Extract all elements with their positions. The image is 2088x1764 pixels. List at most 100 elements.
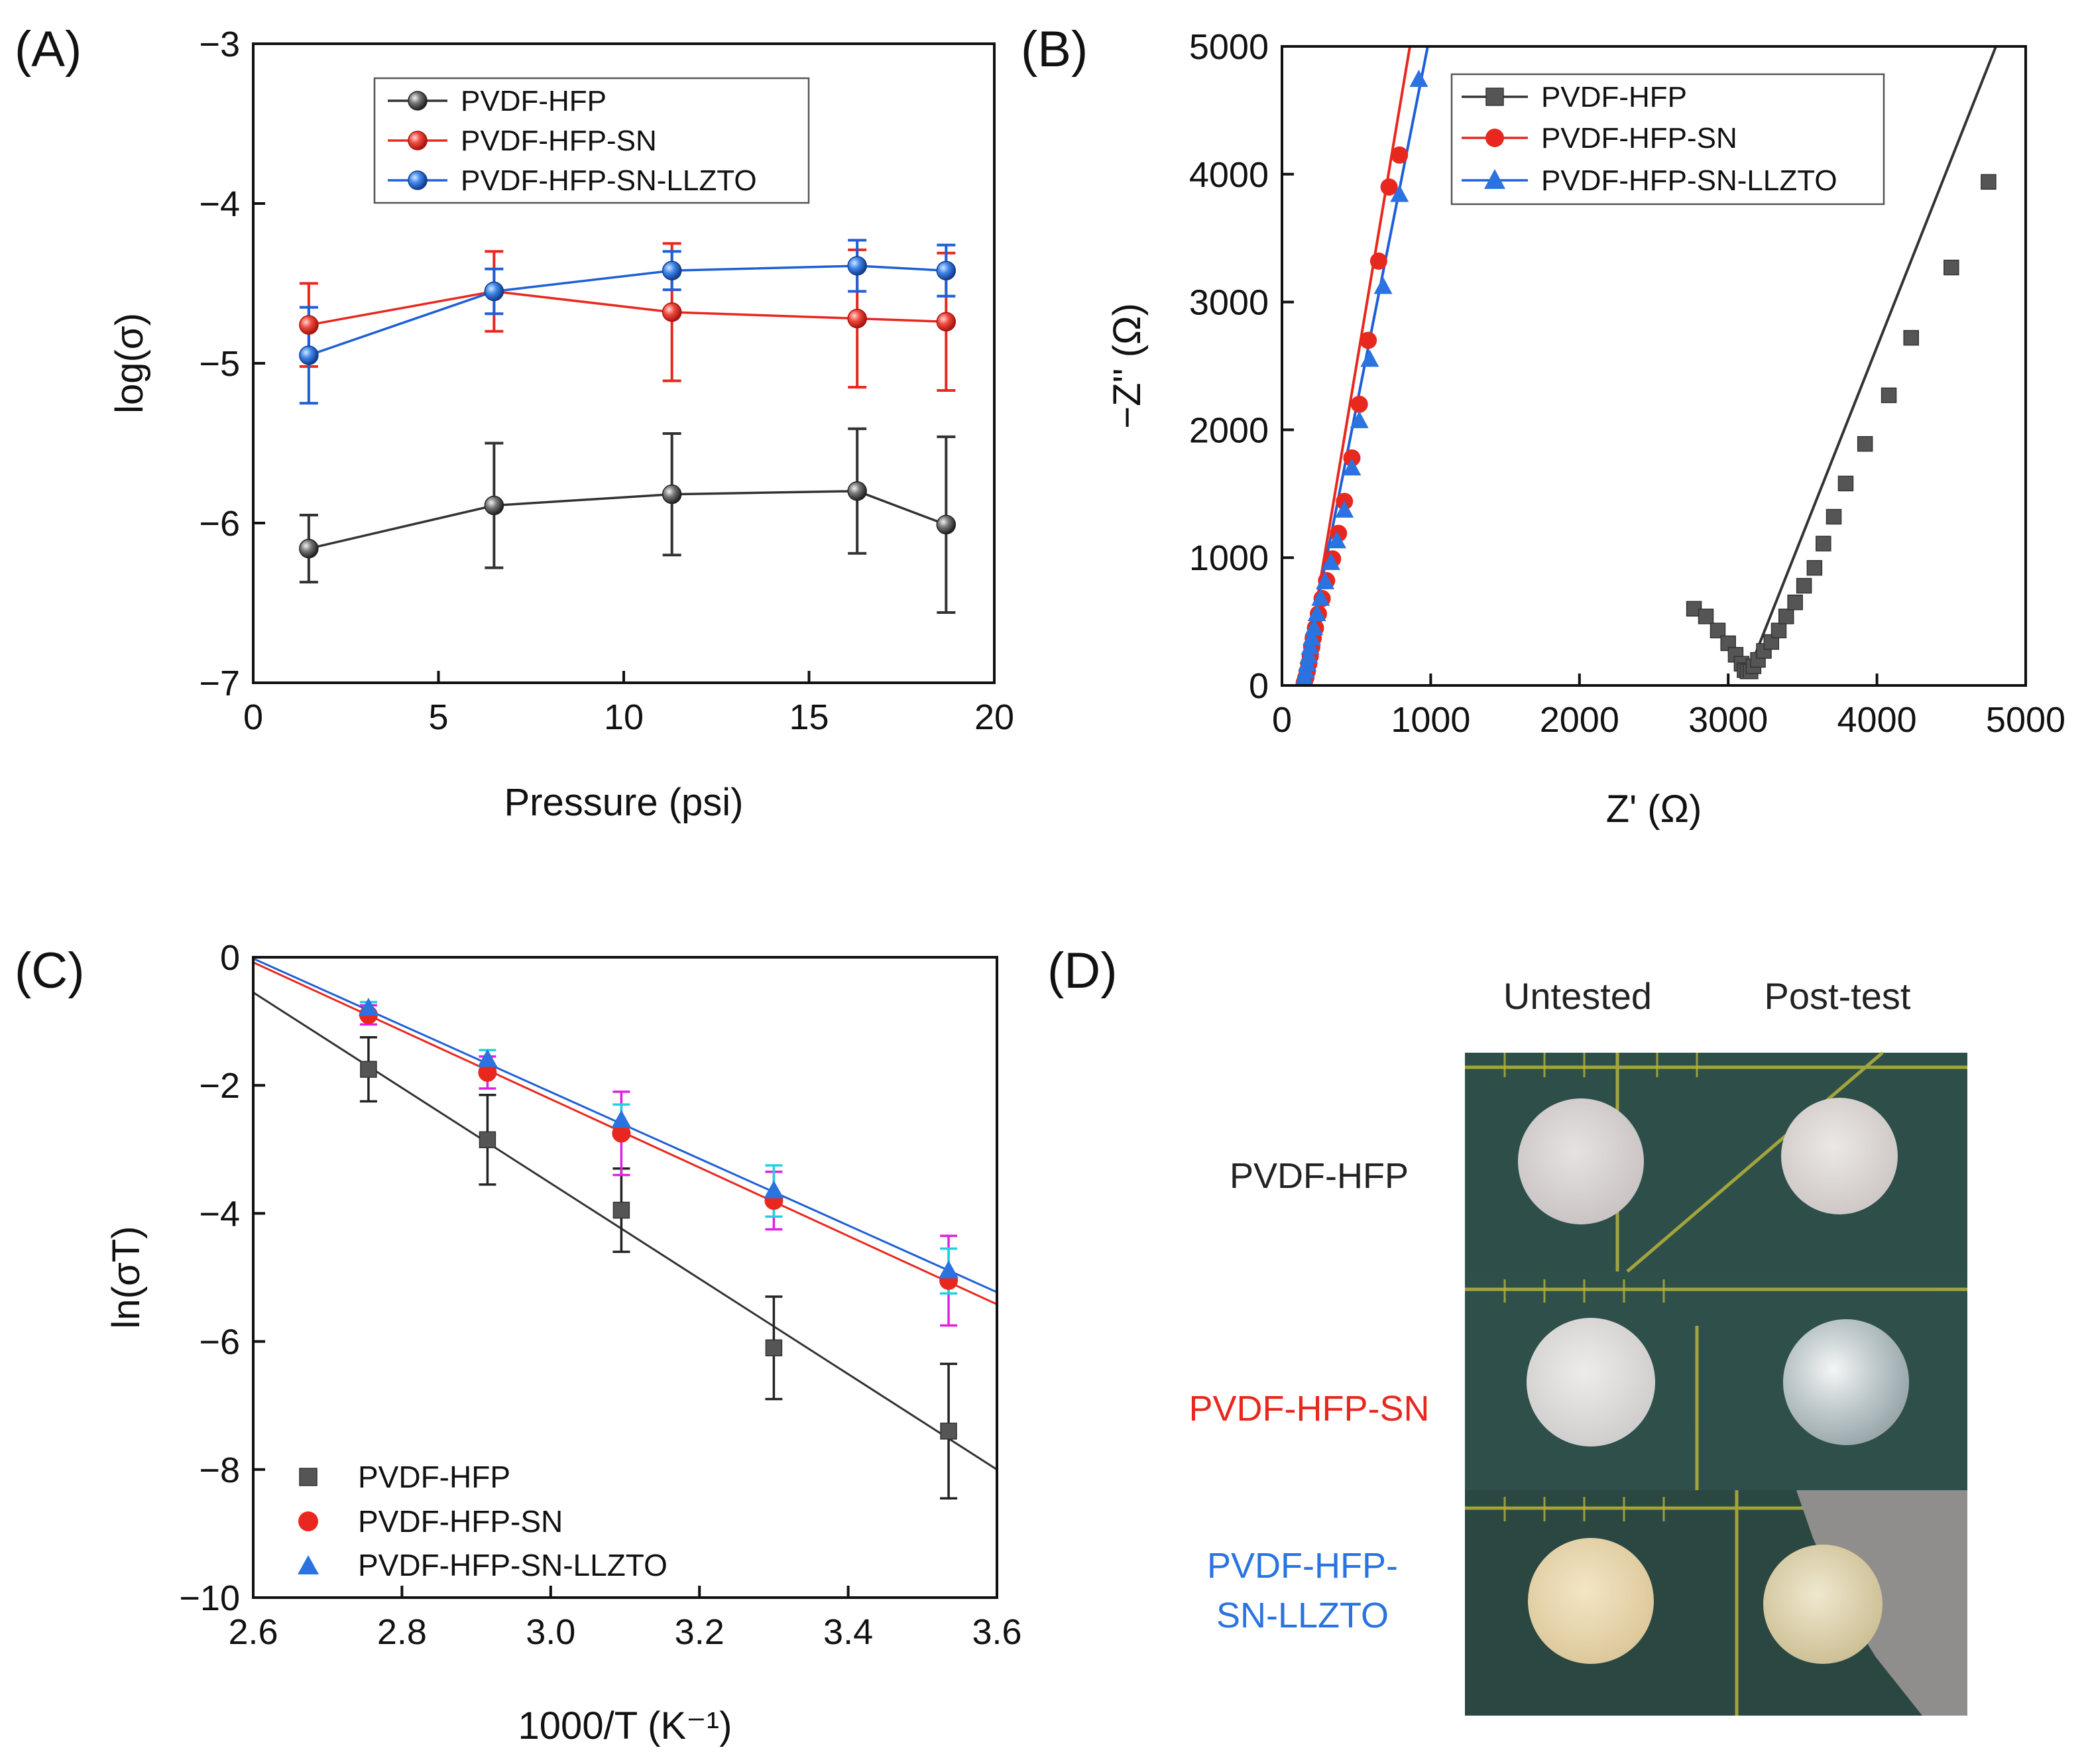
chart-c-xlabel: 1000/T (K⁻¹) — [518, 1704, 732, 1747]
chart-a-pvdf-hfp-point — [936, 514, 957, 535]
chart-a-pvdf-hfp-sn-llzto-point — [847, 256, 867, 276]
legend-b-label-pvdf-hfp-sn: PVDF-HFP-SN — [1541, 122, 1737, 154]
chart-b-legend: PVDF-HFP PVDF-HFP-SN PVDF-HFP-SN-LLZTO — [1450, 73, 1885, 206]
chart-b-ytick-label: 0 — [1249, 666, 1269, 706]
legend-c-item-pvdf-hfp-sn: PVDF-HFP-SN — [298, 1504, 563, 1539]
chart-c-pvdf-hfp-fit-line — [253, 991, 997, 1471]
legend-a-item-pvdf-hfp: PVDF-HFP — [388, 85, 607, 117]
chart-a-legend: PVDF-HFP PVDF-HFP-SN PVDF-HFP-SN-LLZTO — [373, 77, 810, 204]
chart-a-pvdf-hfp-point — [662, 484, 682, 504]
disc-pvdf-hfp-sn-untested — [1527, 1318, 1655, 1446]
panel-label-b: (B) — [1021, 21, 1088, 78]
legend-a-label-pvdf-hfp: PVDF-HFP — [461, 85, 607, 117]
chart-b-pvdf-hfp-sn-llzto-point — [1350, 410, 1369, 428]
photo-row-label-pvdf-hfp-sn-llzto-line1: PVDF-HFP- — [1207, 1546, 1398, 1586]
chart-a-pvdf-hfp-point — [484, 495, 504, 516]
legend-a-label-pvdf-hfp-sn-llzto: PVDF-HFP-SN-LLZTO — [461, 164, 757, 197]
chart-b-pvdf-hfp-point — [1770, 622, 1787, 638]
chart-a-xtick-label: 15 — [789, 697, 829, 737]
chart-b-xtick-label: 2000 — [1540, 700, 1619, 740]
chart-c-xtick-label: 3.6 — [972, 1612, 1021, 1652]
chart-b-pvdf-hfp-sn-point — [1350, 395, 1368, 413]
chart-a-ytick-label: −3 — [199, 25, 240, 64]
legend-a-label-pvdf-hfp-sn: PVDF-HFP-SN — [461, 125, 657, 157]
chart-c: 2.6 2.8 3.0 3.2 3.4 3.6 −10 −8 −6 −4 −2 0 1000/T (K… — [105, 938, 1022, 1747]
chart-a-axes: 0 5 10 15 20 −7 −6 −5 −4 −3 — [199, 25, 1014, 737]
chart-b: 0 1000 2000 3000 4000 5000 0 1000 2000 3000 4000 50… — [1106, 27, 2065, 831]
chart-b-pvdf-hfp-sn-llzto-point — [1409, 70, 1428, 88]
chart-a-ytick-label: −5 — [199, 344, 240, 384]
chart-a-xlabel: Pressure (psi) — [504, 781, 744, 824]
chart-b-ytick-label: 5000 — [1189, 27, 1269, 67]
chart-a-ytick-label: −4 — [199, 184, 240, 224]
photo-row-label-pvdf-hfp-sn-llzto-line2: SN-LLZTO — [1216, 1596, 1389, 1635]
chart-b-pvdf-hfp-point — [1943, 259, 1959, 276]
chart-c-plot-layer — [253, 957, 997, 1500]
disc-pvdf-hfp-post-test — [1781, 1098, 1898, 1214]
chart-c-ytick-label: −8 — [199, 1450, 240, 1490]
chart-a: 0 5 10 15 20 −7 −6 −5 −4 −3 Pressure (psi) log(σ)… — [108, 25, 1014, 824]
legend-c-item-pvdf-hfp-sn-llzto: PVDF-HFP-SN-LLZTO — [298, 1548, 667, 1582]
chart-a-ylabel: log(σ) — [108, 313, 151, 414]
chart-b-pvdf-hfp-sn-llzto-point — [1335, 500, 1354, 518]
photo-column-post-test: Post-test — [1765, 975, 1911, 1017]
chart-b-pvdf-hfp-sn-point — [1380, 178, 1398, 196]
chart-b-pvdf-hfp-point — [1816, 536, 1831, 552]
chart-b-pvdf-hfp-sn-llzto-point — [1302, 628, 1321, 646]
legend-a-item-pvdf-hfp-sn-llzto: PVDF-HFP-SN-LLZTO — [388, 164, 757, 197]
chart-b-pvdf-hfp-sn-point — [1391, 146, 1409, 164]
chart-b-pvdf-hfp-sn-llzto-point — [1373, 276, 1393, 294]
legend-b-item-pvdf-hfp-sn-llzto: PVDF-HFP-SN-LLZTO — [1462, 164, 1837, 197]
chart-b-pvdf-hfp-point — [1981, 174, 1997, 190]
chart-a-pvdf-hfp-sn-llzto-line — [308, 265, 947, 357]
photo-column-untested: Untested — [1503, 975, 1652, 1017]
chart-c-series-layer — [253, 957, 997, 1500]
chart-c-pvdf-hfp-sn-llzto-point — [939, 1260, 959, 1279]
chart-b-pvdf-hfp-point — [1806, 559, 1823, 576]
legend-c-label-pvdf-hfp: PVDF-HFP — [358, 1460, 510, 1494]
panel-label-a: (A) — [15, 21, 82, 78]
chart-b-ytick-label: 3000 — [1189, 283, 1269, 323]
chart-b-pvdf-hfp-point — [1837, 475, 1854, 492]
chart-a-pvdf-hfp-sn-point — [847, 308, 867, 329]
chart-a-pvdf-hfp-sn-point — [299, 315, 319, 335]
chart-b-pvdf-hfp-sn-llzto-point — [1322, 552, 1341, 570]
chart-c-ytick-label: −2 — [199, 1066, 240, 1106]
chart-a-ytick-label: −6 — [199, 504, 240, 544]
chart-b-pvdf-hfp-point — [1710, 622, 1726, 638]
photo-row-label-pvdf-hfp-sn: PVDF-HFP-SN — [1189, 1389, 1430, 1429]
chart-c-xtick-label: 3.2 — [675, 1612, 725, 1652]
legend-b-item-pvdf-hfp-sn: PVDF-HFP-SN — [1462, 122, 1737, 154]
chart-c-xtick-label: 3.4 — [823, 1612, 873, 1652]
chart-b-pvdf-hfp-point — [1903, 329, 1919, 346]
chart-b-ytick-label: 1000 — [1189, 538, 1269, 578]
chart-b-xlabel: Z' (Ω) — [1606, 788, 1702, 831]
chart-b-pvdf-hfp-point — [1881, 387, 1897, 404]
legend-b-label-pvdf-hfp-sn-llzto: PVDF-HFP-SN-LLZTO — [1541, 164, 1837, 197]
chart-b-ytick-label: 4000 — [1189, 155, 1269, 195]
photo-row-label-pvdf-hfp: PVDF-HFP — [1230, 1156, 1409, 1196]
chart-b-pvdf-hfp-sn-point — [1360, 331, 1377, 349]
disc-pvdf-hfp-sn-llzto-post-test — [1763, 1545, 1883, 1664]
chart-c-xtick-label: 2.6 — [228, 1612, 278, 1652]
chart-b-pvdf-hfp-sn-llzto-point — [1390, 184, 1409, 202]
chart-c-pvdf-hfp-point — [612, 1201, 630, 1219]
chart-a-xtick-label: 20 — [974, 697, 1014, 737]
chart-c-xtick-label: 3.0 — [526, 1612, 575, 1652]
chart-b-pvdf-hfp-sn-llzto-point — [1316, 571, 1335, 589]
chart-b-pvdf-hfp-point — [1796, 577, 1812, 594]
chart-b-pvdf-hfp-point — [1698, 609, 1714, 624]
legend-a-item-pvdf-hfp-sn: PVDF-HFP-SN — [388, 125, 657, 157]
chart-c-ytick-label: −6 — [199, 1323, 240, 1362]
chart-b-pvdf-hfp-sn-point — [1369, 252, 1387, 270]
chart-b-ytick-label: 2000 — [1189, 410, 1269, 450]
chart-b-series-layer — [1295, 46, 1997, 685]
chart-c-pvdf-hfp-sn-llzto-point — [477, 1049, 498, 1067]
chart-c-ytick-label: −10 — [179, 1578, 240, 1618]
chart-a-pvdf-hfp-sn-llzto-point — [484, 281, 504, 302]
chart-c-ylabel: ln(σT) — [105, 1226, 148, 1329]
panel-d: Untested Post-test — [1189, 975, 1967, 1716]
chart-b-pvdf-hfp-sn-llzto-point — [1299, 646, 1318, 664]
chart-a-pvdf-hfp-sn-point — [662, 302, 682, 322]
